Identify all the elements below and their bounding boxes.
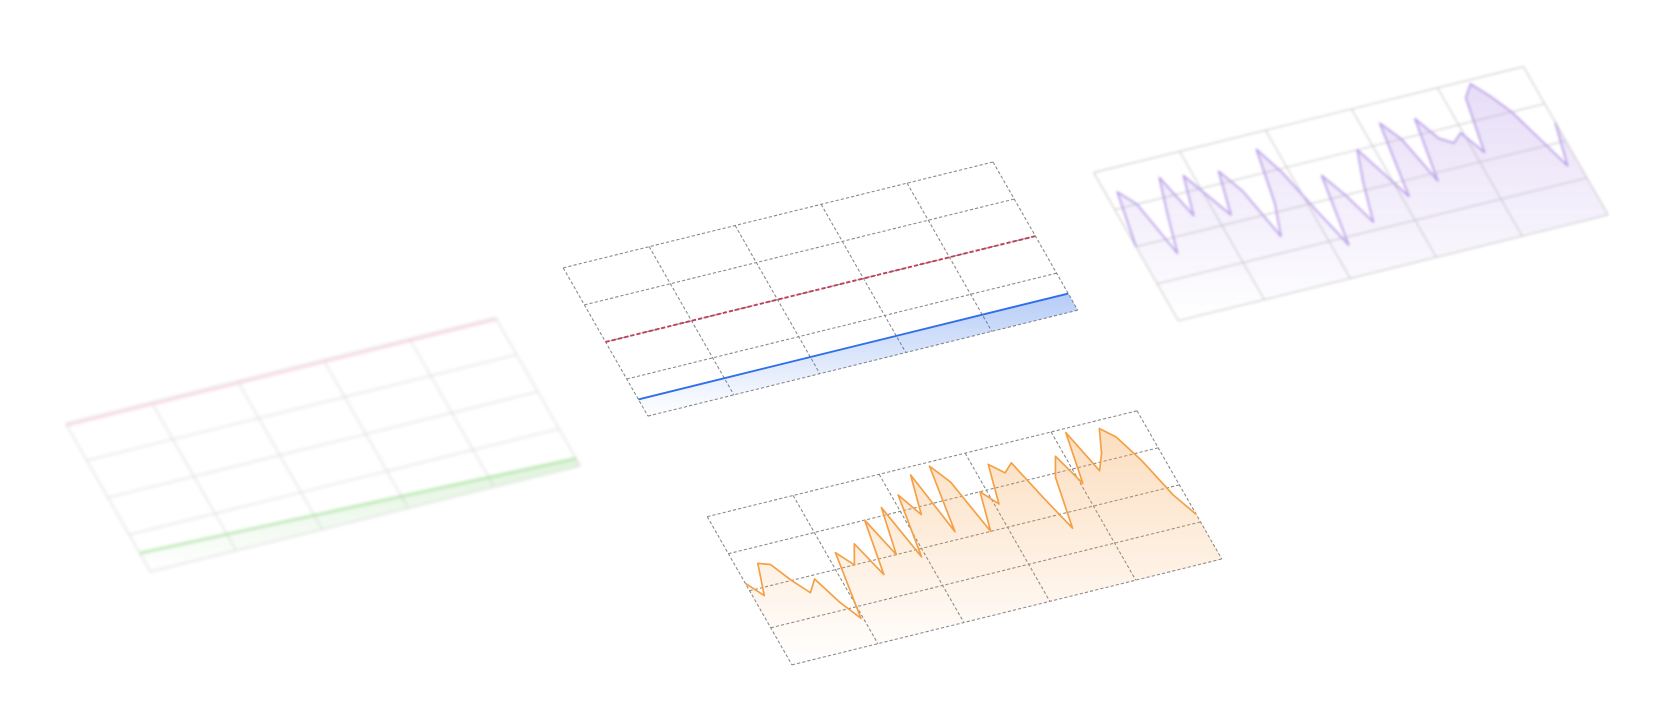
chart-panel [1093,66,1609,322]
grid-line [107,391,538,499]
grid-line [129,428,560,536]
chart-panel [562,161,1079,417]
grid-line [65,317,496,424]
data-line [605,235,1036,343]
data-line [638,292,1069,401]
data-line [139,457,577,555]
data-line [66,318,497,427]
grid-column [992,161,1079,311]
data-line [1116,83,1569,255]
grid-column [792,495,879,644]
grid-line [1093,66,1524,174]
area-fill [139,458,581,572]
grid-line [86,354,517,462]
grid-column [648,246,735,396]
grid-line [563,161,994,269]
area-fill [745,428,1222,665]
data-line [744,427,1197,620]
grid-column [1136,410,1223,560]
chart-panel [706,410,1223,666]
grid-column [906,182,993,332]
chart-panel [65,317,581,573]
grid-line [584,198,1015,306]
area-fill [638,293,1078,417]
area-fill [1117,83,1609,321]
